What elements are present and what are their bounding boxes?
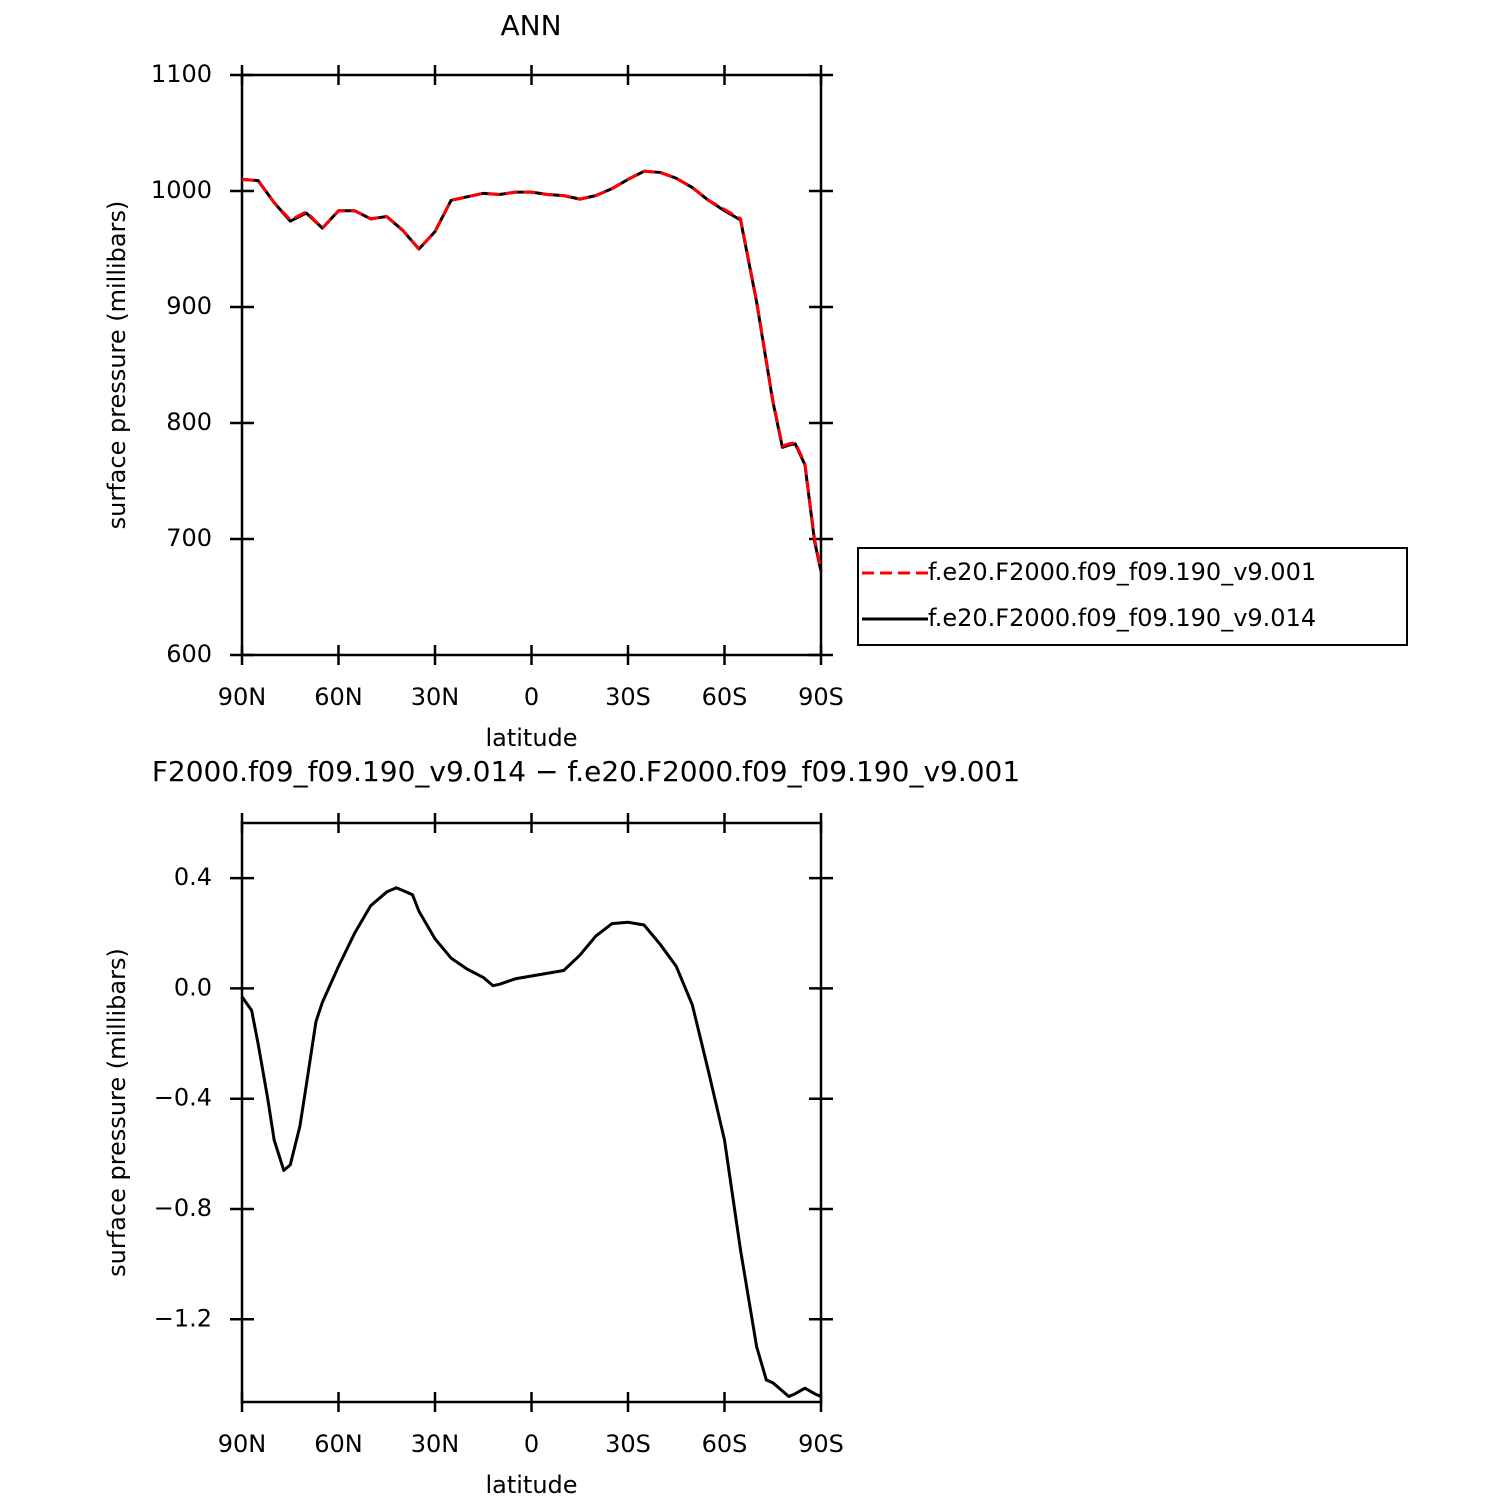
x-tick-label: 90N	[218, 683, 267, 711]
x-tick-label: 60S	[702, 683, 748, 711]
y-tick-label: −1.2	[154, 1304, 212, 1332]
plot-frame	[240, 73, 823, 657]
y-axis-label: surface pressure (millibars)	[103, 948, 131, 1277]
y-tick-label: −0.4	[154, 1084, 212, 1112]
x-tick-label: 90S	[798, 683, 844, 711]
x-tick-label: 30N	[411, 683, 460, 711]
x-tick-label: 0	[524, 1430, 539, 1458]
y-axis-label: surface pressure (millibars)	[103, 201, 131, 530]
legend-box	[857, 547, 1408, 646]
x-tick-label: 30S	[605, 683, 651, 711]
y-tick-label: 600	[166, 640, 212, 668]
y-tick-label: 1000	[151, 176, 212, 204]
x-tick-label: 30N	[411, 1430, 460, 1458]
data-line	[241, 169, 823, 571]
x-tick-label: 0	[524, 683, 539, 711]
y-tick-label: −0.8	[154, 1194, 212, 1222]
y-tick-label: 700	[166, 524, 212, 552]
legend-label: f.e20.F2000.f09_f09.190_v9.001	[928, 558, 1316, 586]
plot-frame	[240, 821, 823, 1404]
legend-label: f.e20.F2000.f09_f09.190_v9.014	[928, 604, 1316, 632]
x-tick-label: 90N	[218, 1430, 267, 1458]
y-tick-label: 1100	[151, 60, 212, 88]
x-tick-label: 60N	[314, 1430, 363, 1458]
x-tick-label: 90S	[798, 1430, 844, 1458]
x-tick-label: 60S	[702, 1430, 748, 1458]
data-line	[240, 886, 822, 1398]
data-line	[241, 169, 823, 572]
chart-title: F2000.f09_f09.190_v9.014 − f.e20.F2000.f…	[152, 755, 1020, 788]
y-tick-label: 0.4	[174, 863, 212, 891]
y-tick-label: 800	[166, 408, 212, 436]
chart-title: ANN	[500, 9, 561, 42]
x-axis-label: latitude	[485, 724, 577, 752]
y-tick-label: 900	[166, 292, 212, 320]
x-tick-label: 30S	[605, 1430, 651, 1458]
y-tick-label: 0.0	[174, 973, 212, 1001]
x-tick-label: 60N	[314, 683, 363, 711]
x-axis-label: latitude	[485, 1471, 577, 1499]
